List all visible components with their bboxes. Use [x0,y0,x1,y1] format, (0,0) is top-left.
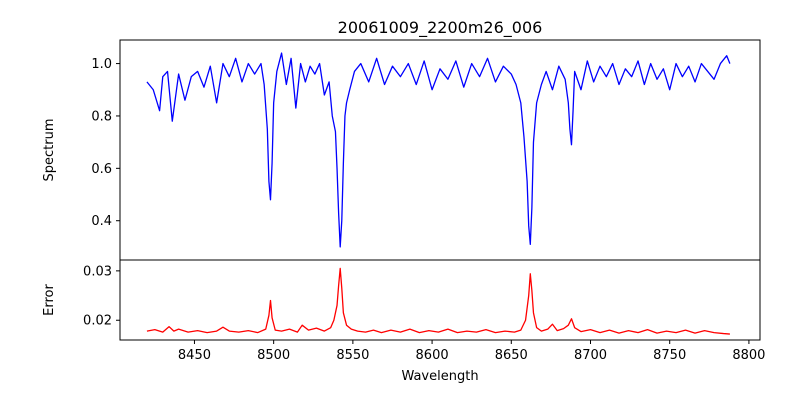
x-tick-label: 8500 [257,348,290,363]
error-axes-frame [119,259,761,341]
error-series-line [146,267,730,335]
x-tick-label: 8450 [178,348,211,363]
x-axis-label: Wavelength [401,369,478,384]
error-y-axis-label: Error [42,284,57,316]
chart-title: 20061009_2200m26_006 [338,18,543,38]
spectrum-y-tick-label: 0.8 [91,109,112,124]
error-y-tick-label: 0.02 [83,314,112,329]
x-tick-label: 8800 [732,348,765,363]
spectrum-plot-area [146,52,731,248]
spectrum-y-tick-label: 0.4 [91,214,112,229]
wavelength-x-ticks: 8450 8500 8550 8600 8650 8700 8750 8800 [178,340,765,363]
x-tick-label: 8700 [574,348,607,363]
spectrum-y-ticks: 0.4 0.6 0.8 1.0 [91,57,120,229]
x-tick-label: 8750 [653,348,686,363]
spectrum-y-tick-label: 1.0 [91,57,112,72]
spectrum-panel: 0.4 0.6 0.8 1.0 Spectrum [42,39,761,261]
x-tick-label: 8550 [336,348,369,363]
spectrum-series-line [146,52,731,248]
x-tick-label: 8650 [495,348,528,363]
spectrum-y-tick-label: 0.6 [91,162,112,177]
error-y-ticks: 0.02 0.03 [83,264,120,329]
x-tick-label: 8600 [416,348,449,363]
error-y-tick-label: 0.03 [83,264,112,279]
error-panel: 0.02 0.03 8450 8500 8550 8600 8650 8700 8750 880… [42,259,765,384]
error-plot-area [146,267,730,335]
spectrum-y-axis-label: Spectrum [42,119,57,182]
